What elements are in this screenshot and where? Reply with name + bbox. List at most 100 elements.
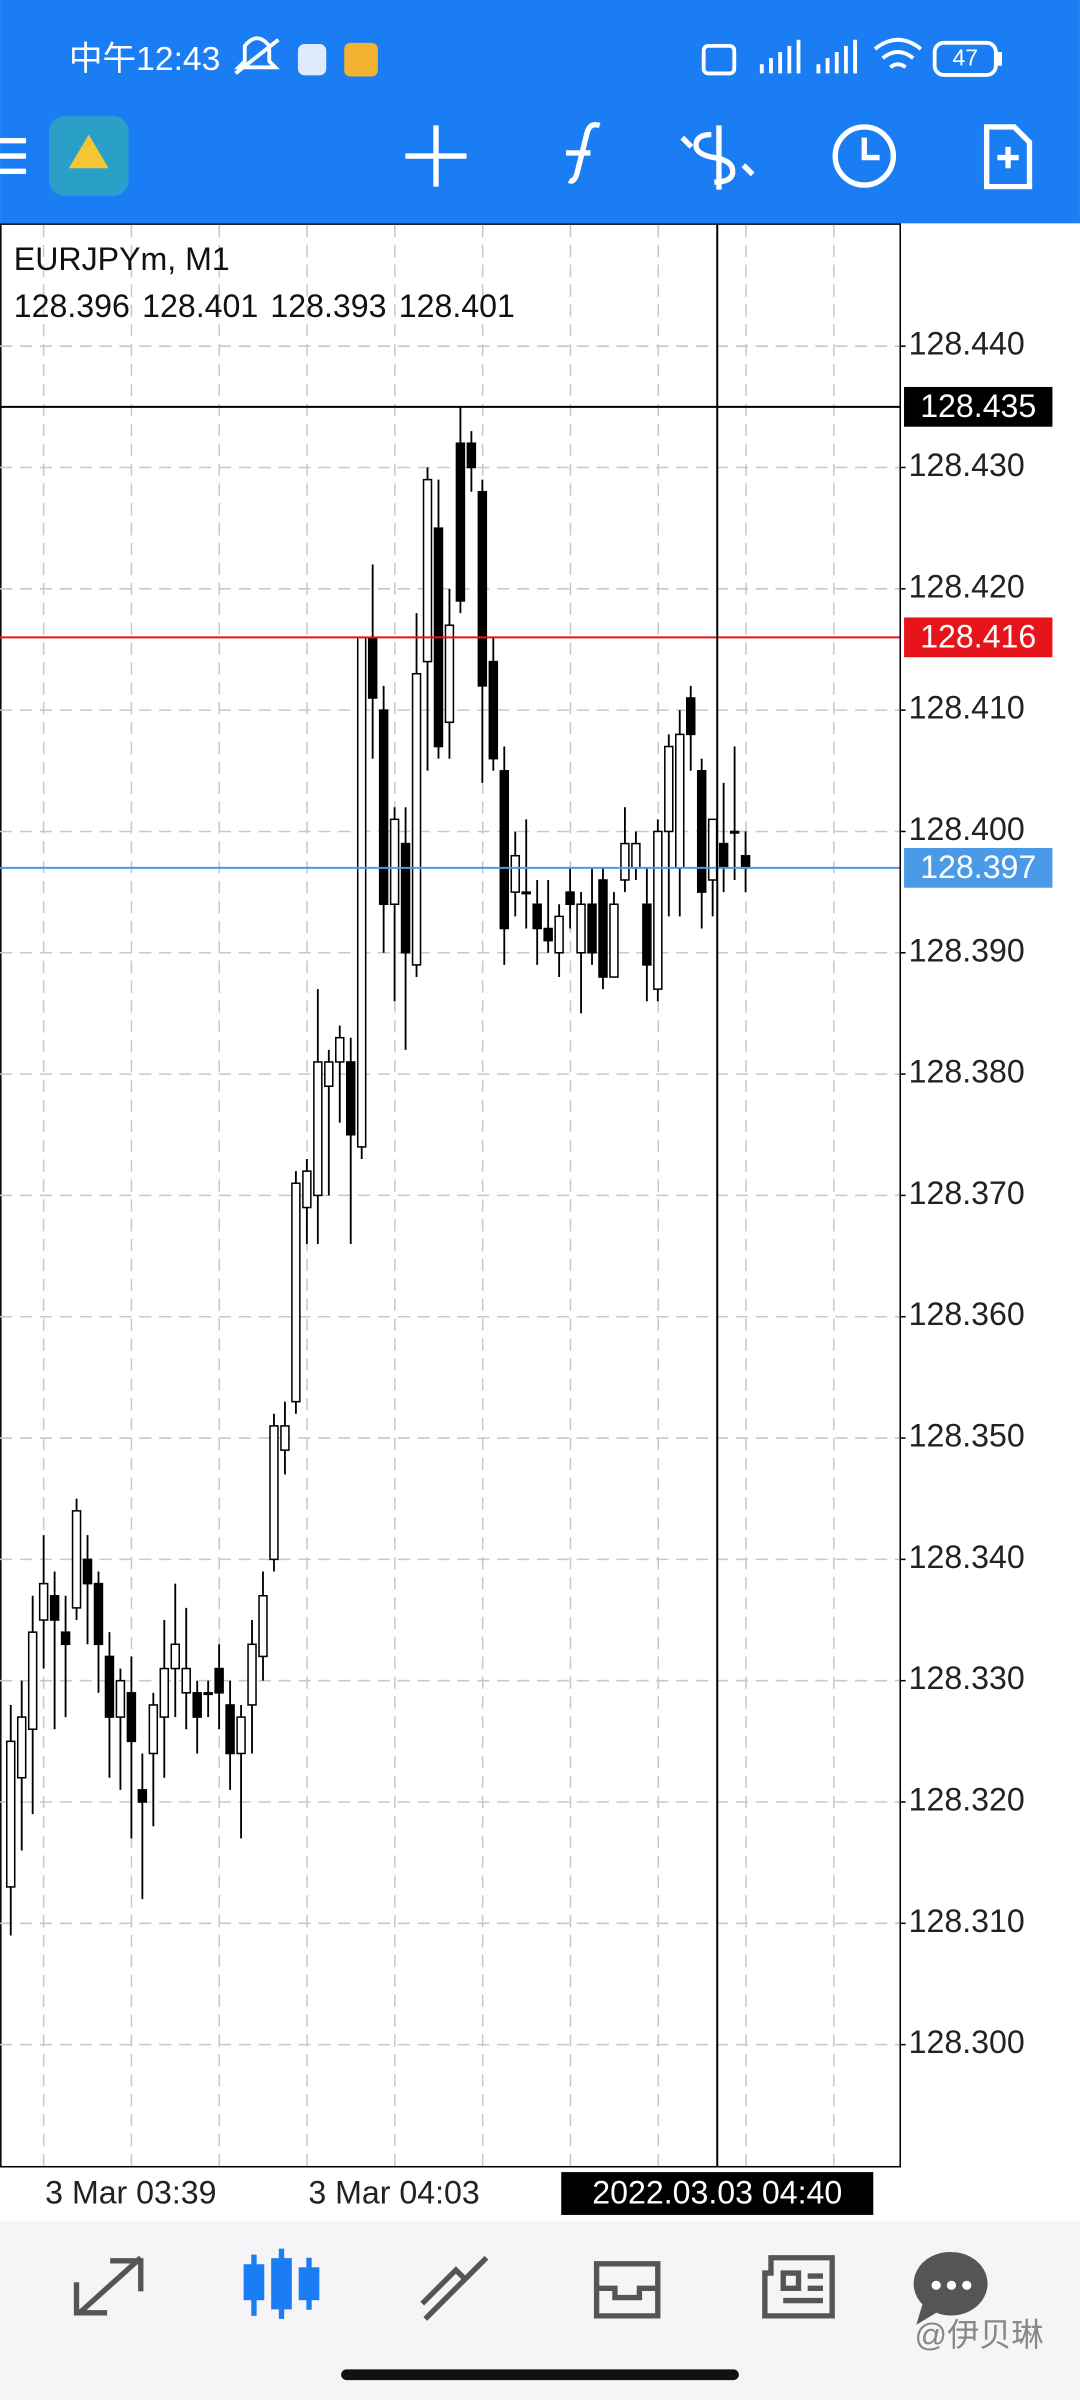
candle-body: [49, 1594, 60, 1621]
candle-body: [598, 879, 608, 978]
watermark: @伊贝琳: [915, 2317, 1044, 2353]
candle-body: [696, 770, 707, 893]
candle-body: [675, 733, 685, 869]
crosshair-button[interactable]: [405, 125, 467, 187]
candle-body: [488, 660, 499, 760]
y-tick-label: 128.380: [909, 1054, 1025, 1090]
home-indicator: [341, 2369, 739, 2381]
nav-quotes[interactable]: [73, 2255, 144, 2316]
candle-body: [16, 1716, 27, 1779]
candle-body: [631, 842, 641, 869]
indicators-button[interactable]: [566, 122, 601, 184]
candle-body: [236, 1716, 246, 1755]
nav-icons: [73, 2248, 988, 2325]
ohlc-header: 128.396 128.401 128.393 128.401: [14, 288, 515, 324]
candle-body: [685, 697, 696, 736]
candle-body: [554, 915, 564, 954]
candle-body: [225, 1704, 235, 1755]
ohlc-value: 128.401: [399, 288, 515, 324]
x-tick-label: 3 Mar 04:03: [308, 2175, 479, 2211]
candle-body: [642, 903, 652, 966]
candle-body: [280, 1425, 290, 1451]
app-header: [0, 0, 1080, 224]
candle-body: [27, 1631, 38, 1730]
candle-body: [356, 636, 367, 1148]
candle-body: [335, 1036, 345, 1063]
candle-body: [104, 1655, 115, 1718]
grid: [0, 224, 900, 2166]
battery-level: 47: [952, 45, 978, 71]
history-button[interactable]: [832, 124, 897, 188]
candle-body: [620, 842, 630, 881]
y-tick-label: 128.340: [909, 1539, 1025, 1575]
y-tick-label: 128.300: [909, 2024, 1025, 2060]
candle-body: [126, 1692, 137, 1743]
candle-body: [181, 1667, 191, 1694]
candle-body: [291, 1182, 301, 1403]
status-icons: [234, 36, 1002, 77]
y-tick-label: 128.420: [909, 568, 1025, 604]
candle-body: [137, 1789, 148, 1803]
candle-body: [269, 1425, 279, 1561]
candle-body: [214, 1667, 224, 1694]
nav-news[interactable]: [762, 2255, 835, 2319]
candle-body: [148, 1704, 159, 1755]
cursor-time: 2022.03.03 04:40: [592, 2175, 842, 2211]
candle-body: [313, 1061, 323, 1197]
candle-body: [38, 1582, 49, 1621]
candle-body: [532, 903, 542, 930]
candle-body: [707, 818, 718, 881]
price-label-box: [904, 386, 1053, 427]
candle-body: [159, 1667, 170, 1718]
candle-body: [170, 1643, 180, 1670]
candle-body: [587, 903, 597, 954]
candle-body: [378, 709, 389, 906]
candle-body: [203, 1692, 213, 1696]
y-tick-label: 128.390: [909, 932, 1025, 968]
status-time: 中午12:43: [69, 40, 220, 78]
price-label: 128.416: [920, 618, 1036, 654]
candle-body: [565, 891, 575, 906]
y-tick-label: 128.370: [909, 1175, 1025, 1211]
candle-body: [740, 854, 751, 869]
nav-history[interactable]: [593, 2261, 661, 2319]
x-tick-label: 3 Mar 03:39: [45, 2175, 216, 2211]
y-tick-label: 128.350: [909, 1418, 1025, 1454]
candle-body: [302, 1170, 312, 1209]
candle-body: [576, 903, 586, 954]
candle-body: [389, 818, 400, 906]
y-tick-label: 128.360: [909, 1296, 1025, 1332]
cursor-time-box: [561, 2172, 874, 2215]
candle-body: [653, 830, 663, 990]
candle-body: [258, 1594, 268, 1658]
nav-trade[interactable]: [420, 2255, 489, 2321]
ohlc-value: 128.393: [270, 288, 386, 324]
y-tick-label: 128.430: [909, 447, 1025, 483]
candle-body: [455, 442, 466, 602]
candle-body: [115, 1679, 126, 1718]
y-tick-label: 128.330: [909, 1660, 1025, 1696]
y-tick-label: 128.410: [909, 690, 1025, 726]
price-label: 128.397: [920, 849, 1036, 885]
candle-body: [499, 770, 510, 930]
new-order-button[interactable]: [983, 124, 1033, 190]
candle-body: [192, 1692, 202, 1718]
candle-body: [400, 842, 411, 954]
ohlc-value: 128.401: [142, 288, 258, 324]
candle-body: [444, 624, 455, 724]
candle-body: [477, 490, 488, 687]
nav-chart[interactable]: [243, 2248, 320, 2319]
candle-body: [664, 745, 674, 833]
candle-body: [510, 854, 520, 893]
price-label: 128.435: [920, 388, 1036, 424]
y-tick-label: 128.310: [909, 1903, 1025, 1939]
chart-title: EURJPYm, M1: [14, 241, 230, 277]
candle-body: [60, 1631, 71, 1646]
candle-body: [729, 830, 740, 834]
menu-button[interactable]: [0, 138, 27, 174]
candle-body: [422, 478, 433, 663]
trade-button[interactable]: [680, 125, 755, 190]
candle-body: [247, 1643, 257, 1706]
